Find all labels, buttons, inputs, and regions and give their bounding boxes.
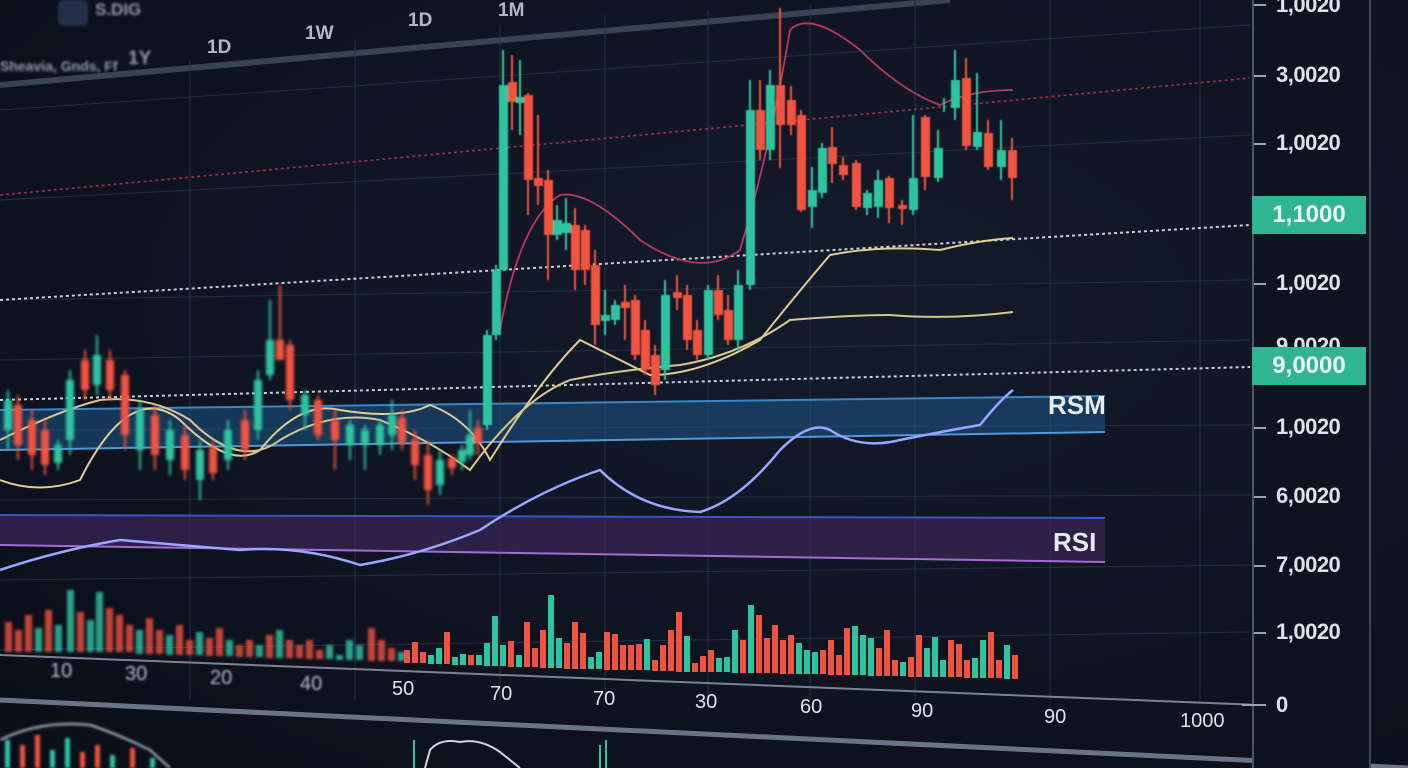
y-tick (1254, 143, 1266, 145)
y-tick (1254, 4, 1266, 6)
rsm-band-label: RSM (1048, 390, 1106, 420)
left-caption: Sheavia, Gnds, Ff (0, 58, 118, 74)
y-label: 1,0020 (1276, 414, 1341, 439)
y-tick (1254, 283, 1266, 285)
y-tick (1254, 632, 1266, 634)
timeframe-1y[interactable]: 1Y (128, 48, 152, 69)
timeframe-1d-top[interactable]: 1D (408, 10, 433, 31)
lower-pane-divider (0, 697, 1408, 768)
x-label: 70 (490, 683, 513, 705)
x-axis-line (0, 654, 1261, 706)
candlesticks (4, 8, 1017, 505)
y-tick (1254, 496, 1266, 498)
timeframe-1m[interactable]: 1M (498, 0, 525, 21)
rsi-band (0, 515, 1105, 562)
y-tick (1254, 565, 1266, 567)
y-label: 7,0020 (1276, 552, 1341, 577)
toolbar-divider (0, 0, 951, 88)
y-tick (1254, 75, 1266, 77)
rsi-line (0, 389, 1014, 572)
lower-pane-line (424, 740, 521, 768)
target-price-badge[interactable]: 9,0000 (1252, 347, 1366, 385)
y-label: 6,0020 (1276, 483, 1341, 508)
y-label: 1,0020 (1276, 619, 1341, 644)
x-label: 40 (300, 673, 323, 695)
y-tick (1242, 704, 1266, 706)
symbol-chip-label: S.DIG (95, 0, 142, 19)
x-label: 20 (210, 667, 233, 689)
x-label: 30 (125, 663, 148, 685)
y-label: 1,0020 (1276, 130, 1341, 155)
lower-pane-indicator (0, 723, 171, 768)
y-label: 1,0020 (1276, 0, 1341, 17)
x-label: 60 (800, 696, 823, 718)
ma-yellow-slow (0, 311, 1014, 472)
y-label: 1,0020 (1276, 270, 1341, 295)
timeframe-1d[interactable]: 1D (207, 37, 232, 58)
x-label: 70 (593, 688, 616, 710)
x-label: 1000 (1180, 710, 1225, 732)
settings-chip-icon[interactable] (58, 0, 88, 26)
y-label: 0 (1276, 692, 1288, 717)
x-label: 50 (392, 678, 415, 700)
x-label: 30 (695, 691, 718, 713)
x-label: 90 (911, 700, 934, 722)
y-label: 3,0020 (1276, 62, 1341, 87)
grid-lines (0, 0, 1251, 700)
resistance-line (0, 77, 1251, 196)
price-line-9-0000 (0, 366, 1251, 401)
timeframe-1w[interactable]: 1W (305, 23, 334, 44)
ma-pink (499, 22, 1014, 331)
current-price-badge[interactable]: 1,1000 (1252, 196, 1366, 234)
volume-bars (5, 590, 1018, 679)
rsi-band-label: RSI (1053, 527, 1097, 557)
x-label: 90 (1044, 706, 1067, 728)
y-tick (1254, 427, 1266, 429)
price-line-1-1000 (0, 224, 1251, 301)
ma-yellow-fast (0, 237, 1014, 489)
x-label: 10 (50, 660, 73, 682)
